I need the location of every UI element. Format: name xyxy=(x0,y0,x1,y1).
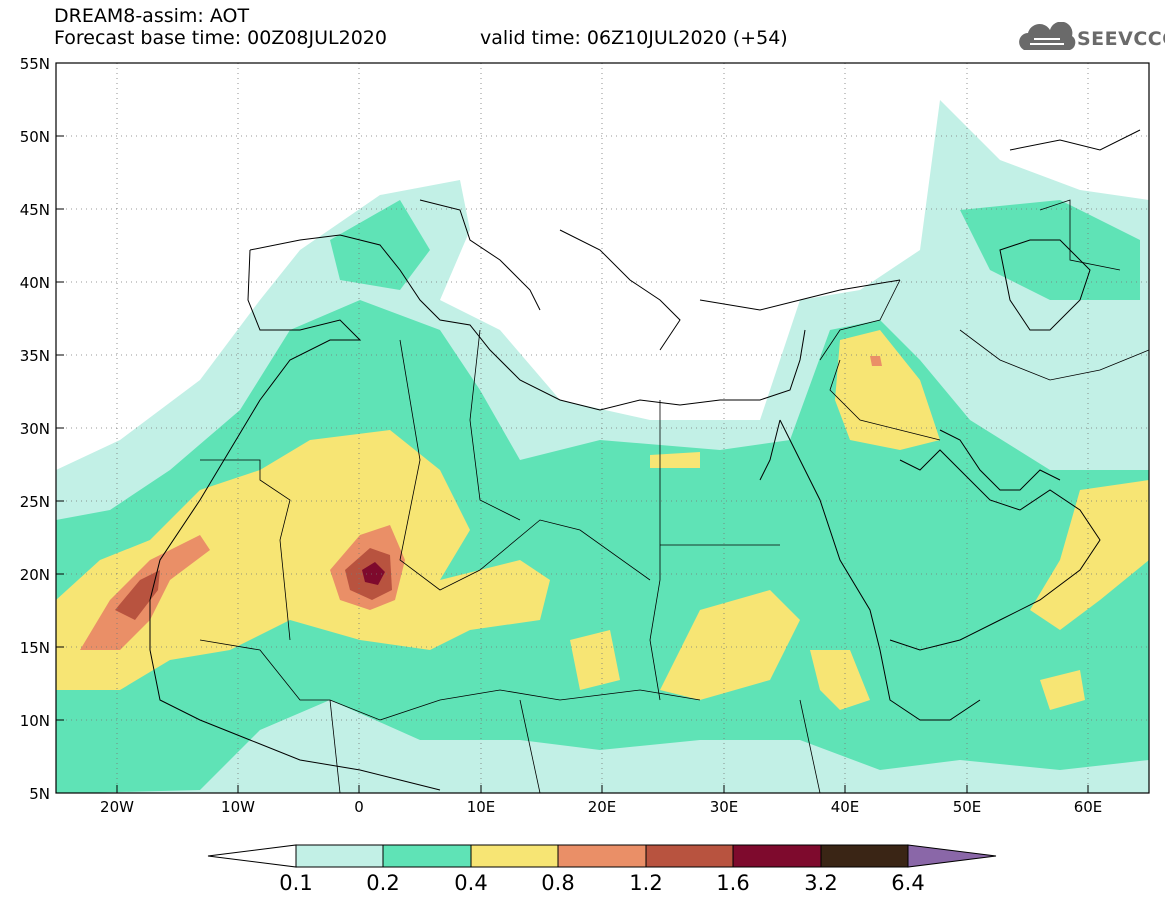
colorbar-segment xyxy=(295,844,384,868)
colorbar-low-arrow xyxy=(207,844,297,868)
lat-label: 30N xyxy=(20,420,50,438)
country-borders xyxy=(199,199,1149,793)
lon-label: 60E xyxy=(1074,798,1103,816)
colorbar-high-arrow xyxy=(907,844,997,868)
lon-label: 10E xyxy=(467,798,496,816)
graticule xyxy=(56,63,1149,793)
coastlines xyxy=(149,129,1141,791)
colorbar-label: 0.2 xyxy=(366,871,400,895)
lon-label: 40E xyxy=(831,798,860,816)
lat-label: 20N xyxy=(20,566,50,584)
colorbar xyxy=(207,844,997,868)
colorbar-segment xyxy=(470,844,559,868)
lat-label: 50N xyxy=(20,128,50,146)
lat-label: 5N xyxy=(29,785,50,803)
forecast-base-time: Forecast base time: 00Z08JUL2020 xyxy=(54,27,387,49)
lat-label: 15N xyxy=(20,639,50,657)
colorbar-label: 6.4 xyxy=(891,871,925,895)
colorbar-label: 1.2 xyxy=(629,871,663,895)
lat-label: 40N xyxy=(20,274,50,292)
colorbar-label: 0.1 xyxy=(279,871,313,895)
lat-label: 45N xyxy=(20,201,50,219)
map-title: DREAM8-assim: AOT xyxy=(54,5,250,27)
colorbar-label: 1.6 xyxy=(716,871,750,895)
lon-label: 50E xyxy=(953,798,982,816)
colorbar-segment xyxy=(382,844,472,868)
logo-text: SEEVCCC xyxy=(1077,28,1165,50)
colorbar-label: 0.4 xyxy=(454,871,488,895)
aot-level-0.4 xyxy=(56,330,1149,710)
lat-label: 35N xyxy=(20,347,50,365)
lon-label: 0 xyxy=(354,798,364,816)
colorbar-segment xyxy=(645,844,734,868)
colorbar-segment xyxy=(557,844,647,868)
colorbar-segment xyxy=(820,844,909,868)
lon-label: 30E xyxy=(710,798,739,816)
tick-marks xyxy=(56,62,1089,794)
aot-level-1.6 xyxy=(362,562,385,585)
lon-label: 10W xyxy=(221,798,255,816)
lat-label: 25N xyxy=(20,493,50,511)
lat-label: 55N xyxy=(20,55,50,73)
lat-label: 10N xyxy=(20,712,50,730)
lon-labels: 20W 10W 0 10E 20E 30E 40E 50E 60E xyxy=(100,798,1102,816)
colorbar-label: 3.2 xyxy=(804,871,838,895)
lon-label: 20W xyxy=(100,798,134,816)
colorbar-label: 0.8 xyxy=(541,871,575,895)
cloud-icon xyxy=(1019,22,1076,50)
lat-labels: 55N 50N 45N 40N 35N 30N 25N 20N 15N 10N … xyxy=(20,55,50,803)
colorbar-segment xyxy=(732,844,822,868)
lon-label: 20E xyxy=(588,798,617,816)
valid-time: valid time: 06Z10JUL2020 (+54) xyxy=(480,27,788,49)
